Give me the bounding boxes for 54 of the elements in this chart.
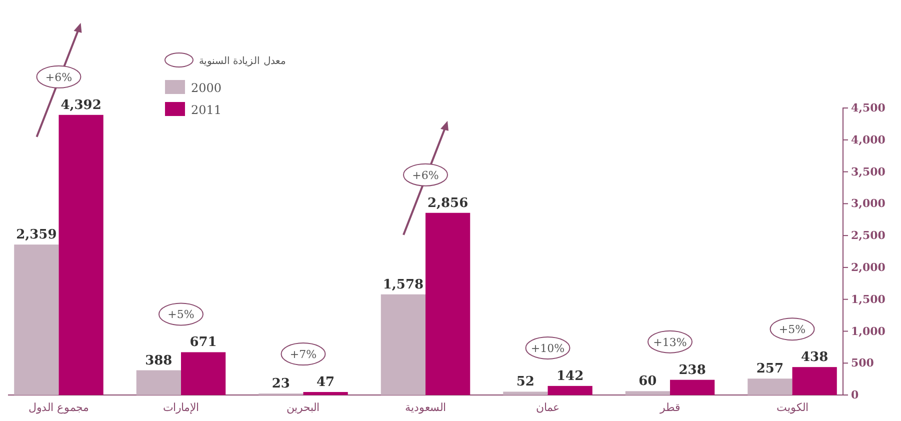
data-label: 142 <box>556 368 584 384</box>
y-tick-label: 4,000 <box>851 133 886 146</box>
data-label: 2,856 <box>427 196 468 211</box>
bar <box>136 370 181 395</box>
bar <box>548 386 592 395</box>
data-label: 47 <box>316 375 335 390</box>
legend-label: 2000 <box>191 81 222 95</box>
legend-label: 2011 <box>191 103 222 117</box>
data-label: 671 <box>190 335 217 350</box>
data-label: 4,392 <box>60 98 102 113</box>
y-tick-label: 1,000 <box>851 324 886 338</box>
y-tick-label: 4,500 <box>851 102 886 115</box>
x-tick-label: عمان <box>536 401 560 414</box>
x-tick-label: البحرين <box>286 401 320 414</box>
data-label: 2,359 <box>16 228 57 243</box>
legend-title: معدل الزيادة السنوية <box>199 56 286 67</box>
bar <box>303 392 348 395</box>
annotation: +5% <box>168 308 194 322</box>
y-tick-label: 2,000 <box>851 260 886 274</box>
y-tick-label: 500 <box>851 356 874 370</box>
y-tick-label: 0 <box>851 388 859 402</box>
data-label: 388 <box>145 353 172 368</box>
annotation: +7% <box>290 348 317 361</box>
x-tick-label: مجموع الدول <box>28 401 89 414</box>
bar <box>426 212 470 395</box>
data-label: 1,578 <box>382 277 424 292</box>
x-tick-label: قطر <box>659 401 680 414</box>
text: +6% <box>45 70 72 84</box>
bar <box>792 367 837 395</box>
y-tick-label: 2,500 <box>851 229 886 242</box>
bar <box>670 380 715 395</box>
data-label: 60 <box>638 374 657 390</box>
y-tick-label: 1,500 <box>851 292 886 306</box>
bar <box>503 392 548 395</box>
x-tick-label: السعودية <box>405 401 446 414</box>
data-label: 52 <box>516 374 534 390</box>
annotation: +6% <box>412 168 439 182</box>
y-tick-label: 3,500 <box>851 165 886 178</box>
x-tick-label: الإمارات <box>162 401 199 414</box>
bar <box>748 378 792 395</box>
y-tick-label: 3,000 <box>851 197 886 210</box>
data-label: 438 <box>801 350 828 366</box>
annotation: +13% <box>653 336 687 349</box>
x-tick-label: الكويت <box>776 401 808 414</box>
data-label: 238 <box>678 362 706 378</box>
bar <box>380 294 426 395</box>
bar <box>625 391 670 395</box>
bar <box>180 352 226 395</box>
data-label: 23 <box>272 376 290 392</box>
annotation: +10% <box>530 342 565 355</box>
bar <box>14 244 59 395</box>
data-label: 257 <box>756 362 784 377</box>
annotation: +5% <box>778 323 806 336</box>
bar <box>58 114 104 395</box>
